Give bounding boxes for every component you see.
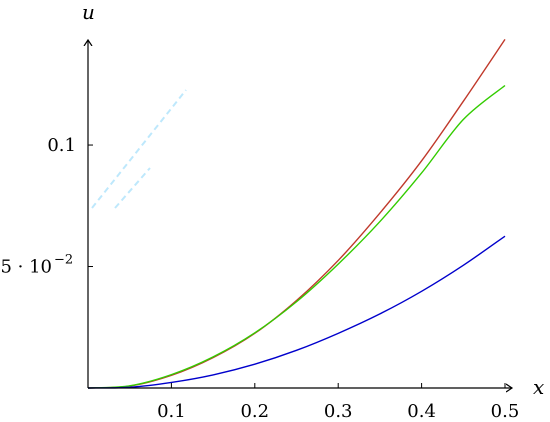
x-tick-label: 0.2 [240, 401, 269, 422]
x-tick-label: 0.5 [491, 401, 520, 422]
y-ticks: 5 · 10 −2 0.1 [0, 135, 93, 278]
x-tick-label: 0.1 [157, 401, 186, 422]
series-line-1 [87, 38, 506, 389]
series-layer [87, 38, 506, 389]
x-tick-label: 0.4 [407, 401, 436, 422]
y-tick-label: 5 · 10 [0, 257, 52, 278]
x-axis-title: x [533, 375, 544, 399]
x-tick-label: 0.3 [324, 401, 353, 422]
artifact-hatching [91, 89, 187, 209]
series-line-3 [87, 235, 506, 389]
y-tick-label: 0.1 [47, 135, 76, 156]
y-axis-title: u [82, 0, 95, 24]
y-tick-exponent: −2 [54, 253, 73, 268]
series-line-2 [87, 84, 506, 389]
x-ticks: 0.1 0.2 0.3 0.4 0.5 [157, 383, 519, 422]
